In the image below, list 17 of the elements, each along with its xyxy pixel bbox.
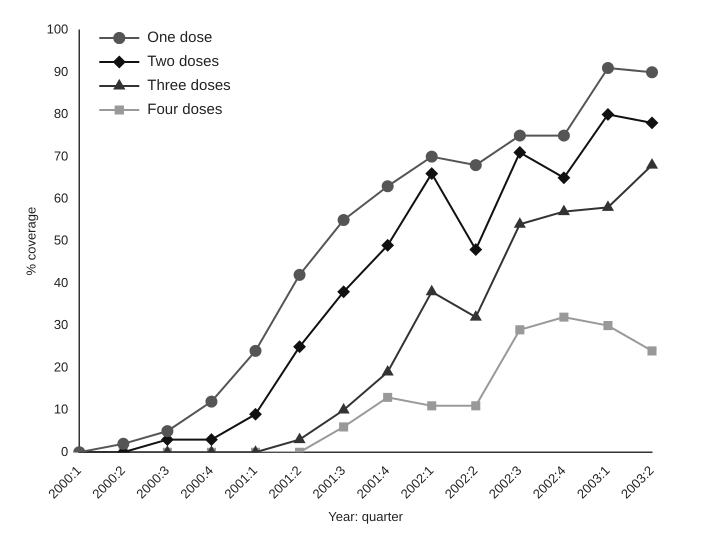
y-tick-label: 100 — [46, 22, 68, 37]
y-tick-label: 10 — [54, 402, 68, 417]
y-tick-label: 0 — [61, 444, 68, 459]
y-tick-label: 90 — [54, 64, 68, 79]
legend-label: One dose — [147, 29, 212, 46]
y-tick-label: 40 — [54, 274, 68, 290]
y-axis-title: % coverage — [23, 206, 38, 276]
y-tick-label: 30 — [54, 317, 68, 332]
y-tick-label: 20 — [54, 359, 68, 374]
legend-label: Four doses — [147, 101, 222, 118]
y-tick-label: 70 — [54, 148, 68, 164]
y-tick-label: 50 — [54, 232, 68, 248]
legend-label: Two doses — [147, 53, 220, 70]
x-axis-title: Year: quarter — [328, 508, 404, 524]
y-tick-label: 80 — [54, 106, 68, 122]
legend-label: Three doses — [147, 77, 231, 94]
y-tick-label: 60 — [54, 190, 68, 206]
